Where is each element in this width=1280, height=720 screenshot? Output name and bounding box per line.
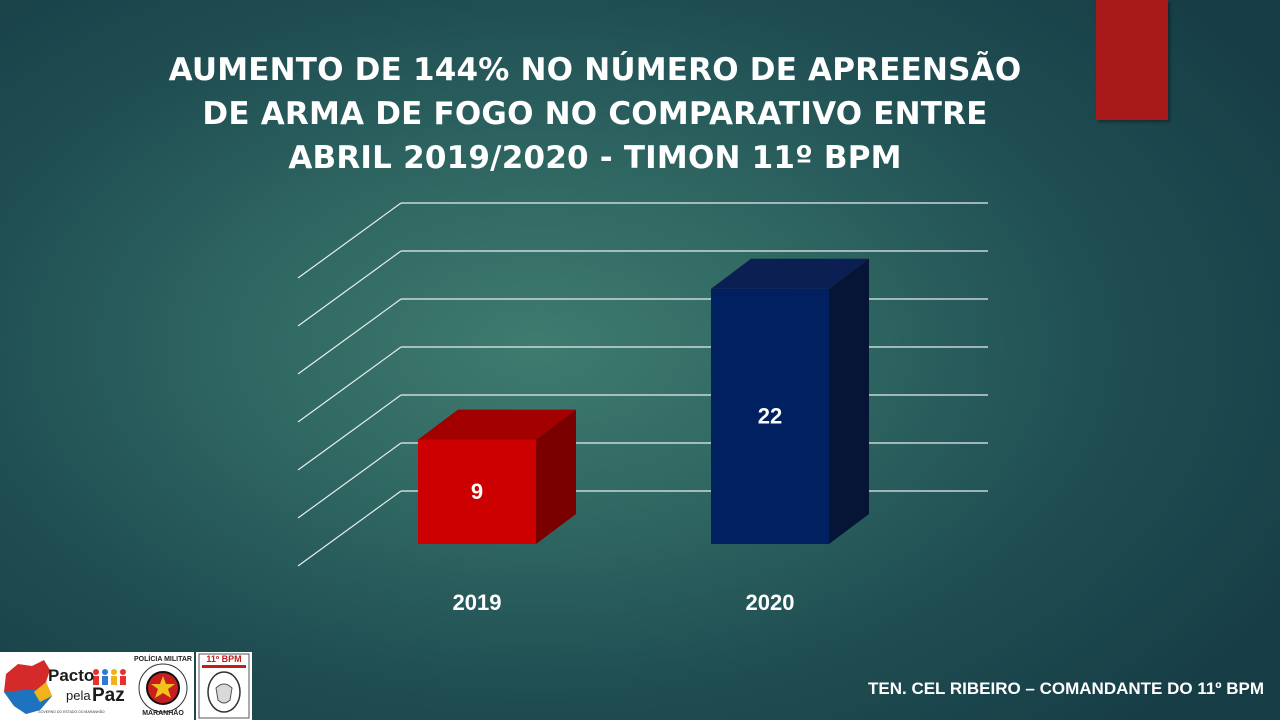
- pm-bottom-text: MARANHÃO: [142, 710, 184, 717]
- title-line-3: ABRIL 2019/2020 - TIMON 11º BPM: [288, 140, 902, 176]
- logo-strip: Pacto pela Paz GOVERNO DO ESTADO DO MARA…: [0, 652, 252, 720]
- red-accent-tab: [1096, 0, 1168, 120]
- gridline-diagonal: [297, 394, 402, 471]
- bar-2020-side: [829, 258, 869, 544]
- gridline-diagonal: [297, 442, 402, 519]
- gridline-diagonal: [297, 490, 402, 567]
- title-line-1: AUMENTO DE 144% NO NÚMERO DE APREENSÃO: [168, 52, 1022, 88]
- bar-2020-front: [711, 288, 829, 544]
- bar-2019-front: [418, 439, 536, 544]
- x-tick-label: 2020: [746, 590, 795, 615]
- pela-word: pela: [66, 688, 91, 703]
- gridline-diagonal: [297, 346, 402, 423]
- gridline-diagonal: [297, 298, 402, 375]
- pacto-caption: GOVERNO DO ESTADO DO MARANHÃO: [38, 710, 105, 714]
- maranhao-map-icon: [4, 660, 126, 714]
- gridline-diagonal: [297, 202, 402, 279]
- bpm-label: 11º BPM: [206, 654, 242, 664]
- policia-militar-logo: POLÍCIA MILITAR MARANHÃO: [132, 652, 194, 720]
- gridline-diagonal: [297, 250, 402, 327]
- bar-2020-top: [711, 258, 869, 289]
- data-label: 9: [471, 479, 483, 504]
- bpm-11-logo: 11º BPM: [196, 652, 252, 720]
- bar-2019-side: [536, 409, 576, 544]
- footer-credit: TEN. CEL RIBEIRO – COMANDANTE DO 11º BPM: [868, 679, 1264, 698]
- data-label: 22: [758, 403, 782, 428]
- pm-badge-icon: [138, 663, 188, 713]
- pm-top-text: POLÍCIA MILITAR: [134, 656, 192, 663]
- bar-2019-top: [418, 409, 576, 440]
- title-line-2: DE ARMA DE FOGO NO COMPARATIVO ENTRE: [202, 96, 988, 132]
- bpm-shield-icon: [198, 653, 250, 719]
- x-tick-label: 2019: [453, 590, 502, 615]
- chart-title: AUMENTO DE 144% NO NÚMERO DE APREENSÃO D…: [100, 48, 1090, 180]
- paz-word: Paz: [92, 685, 125, 706]
- pacto-word: Pacto: [48, 666, 95, 685]
- pacto-pela-paz-logo: Pacto pela Paz GOVERNO DO ESTADO DO MARA…: [0, 652, 132, 720]
